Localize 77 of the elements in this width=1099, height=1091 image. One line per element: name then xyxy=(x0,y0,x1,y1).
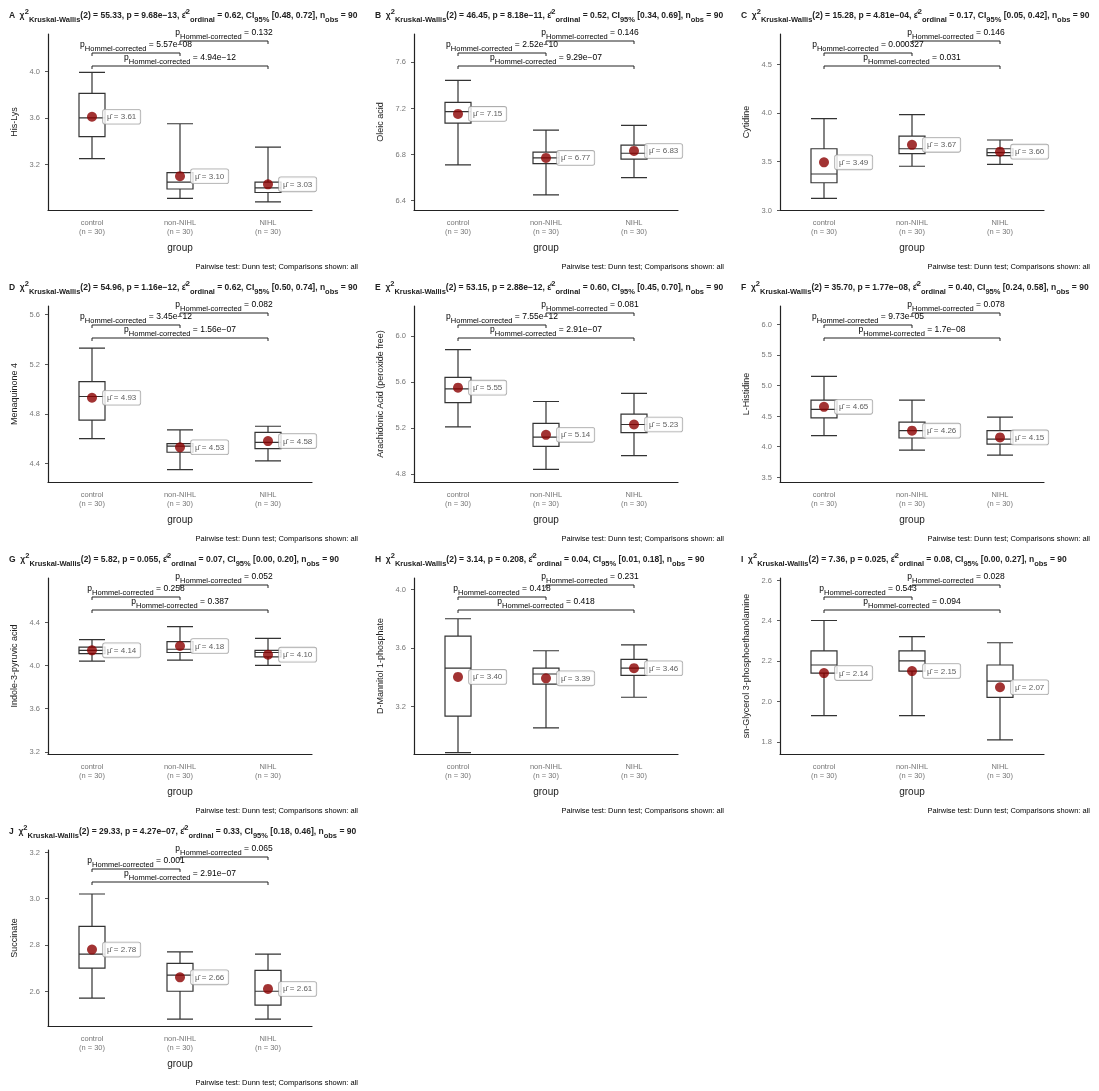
point xyxy=(541,673,551,684)
data-label: μ̂ = 2.78 xyxy=(107,945,137,955)
x-axis-title: group xyxy=(899,513,926,525)
data-label: μ̂ = 4.58 xyxy=(283,436,313,446)
data-label: μ̂ = 2.15 xyxy=(927,666,957,676)
point xyxy=(629,145,639,156)
point xyxy=(995,682,1005,693)
data-label: μ̂ = 3.03 xyxy=(283,179,313,189)
data-label: μ̂ = 2.14 xyxy=(839,668,869,678)
point xyxy=(87,392,97,403)
point xyxy=(907,139,917,150)
point xyxy=(453,108,463,119)
point xyxy=(995,432,1005,443)
data-label: μ̂ = 4.10 xyxy=(283,650,313,660)
data-label: μ̂ = 5.55 xyxy=(473,383,503,393)
point xyxy=(819,157,829,168)
data-label: μ̂ = 3.39 xyxy=(561,673,591,683)
y-axis-title: His-Lys xyxy=(8,106,19,137)
point xyxy=(453,671,463,682)
x-axis-title: group xyxy=(167,1057,194,1069)
point xyxy=(629,419,639,430)
data-label: μ̂ = 4.15 xyxy=(1015,432,1045,442)
y-axis-title: L-Histidine xyxy=(740,372,751,416)
y-axis-title: sn-Glycerol 3-phosphoethanolamine xyxy=(740,593,751,739)
x-axis-title: group xyxy=(533,785,560,797)
data-label: μ̂ = 3.49 xyxy=(839,157,869,167)
data-label: μ̂ = 3.60 xyxy=(1015,147,1045,157)
y-axis-title: D-Mannitol 1-phosphate xyxy=(374,617,385,715)
point xyxy=(907,666,917,677)
point xyxy=(819,401,829,412)
point xyxy=(263,179,273,190)
point xyxy=(819,668,829,679)
point xyxy=(541,429,551,440)
data-label: μ̂ = 3.61 xyxy=(107,112,137,122)
point xyxy=(453,382,463,393)
x-axis-title: group xyxy=(899,241,926,253)
x-axis-title: group xyxy=(533,241,560,253)
x-axis-title: group xyxy=(167,513,194,525)
data-label: μ̂ = 4.18 xyxy=(195,641,225,651)
point xyxy=(263,983,273,994)
x-axis-title: group xyxy=(899,785,926,797)
data-label: μ̂ = 3.40 xyxy=(473,672,503,682)
point xyxy=(629,663,639,674)
data-label: μ̂ = 4.14 xyxy=(107,645,137,655)
point xyxy=(175,442,185,453)
data-label: μ̂ = 2.66 xyxy=(195,972,225,982)
data-label: μ̂ = 4.65 xyxy=(839,402,869,412)
data-label: μ̂ = 5.23 xyxy=(649,419,679,429)
point xyxy=(263,436,273,447)
y-axis-title: Menaquinone 4 xyxy=(8,362,19,426)
point xyxy=(995,146,1005,157)
data-label: μ̂ = 2.07 xyxy=(1015,682,1045,692)
point xyxy=(87,944,97,955)
data-label: μ̂ = 3.10 xyxy=(195,171,225,181)
point xyxy=(175,171,185,182)
data-label: μ̂ = 6.77 xyxy=(561,153,591,163)
data-label: μ̂ = 4.93 xyxy=(107,393,137,403)
x-axis-title: group xyxy=(167,241,194,253)
y-axis-title: Cytidine xyxy=(740,105,751,139)
point xyxy=(175,972,185,983)
point xyxy=(541,152,551,163)
x-axis-title: group xyxy=(167,785,194,797)
data-label: μ̂ = 4.53 xyxy=(195,442,225,452)
data-label: μ̂ = 6.83 xyxy=(649,146,679,156)
data-label: μ̂ = 5.14 xyxy=(561,430,591,440)
y-axis-title: Oleic acid xyxy=(374,102,385,142)
data-label: μ̂ = 4.26 xyxy=(927,426,957,436)
y-axis-title: Succinate xyxy=(8,918,19,958)
data-label: μ̂ = 3.46 xyxy=(649,663,679,673)
data-label: μ̂ = 7.15 xyxy=(473,109,503,119)
y-axis-title: Indole-3-pyruvic acid xyxy=(8,624,19,708)
y-axis-title: Arachidonic Acid (peroxide free) xyxy=(374,330,385,458)
data-label: μ̂ = 3.67 xyxy=(927,140,957,150)
point xyxy=(907,425,917,436)
point xyxy=(87,111,97,122)
data-label: μ̂ = 2.61 xyxy=(283,984,313,994)
x-axis-title: group xyxy=(533,513,560,525)
